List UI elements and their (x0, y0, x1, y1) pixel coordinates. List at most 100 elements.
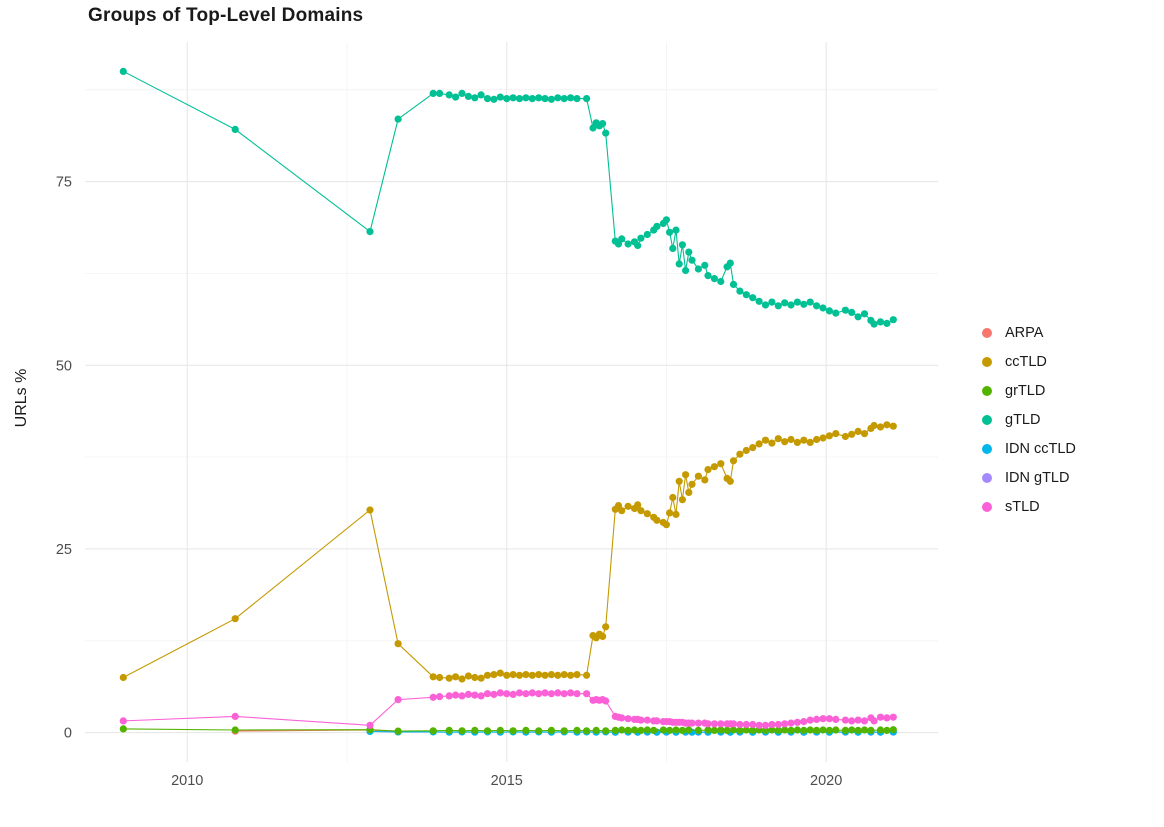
data-point (813, 435, 821, 444)
data-point (535, 94, 543, 102)
data-point (800, 300, 808, 308)
data-point (618, 235, 626, 243)
data-point (611, 726, 619, 735)
data-point (672, 510, 680, 518)
data-point (793, 718, 802, 726)
data-point (535, 727, 543, 735)
data-point (819, 304, 827, 312)
data-point (854, 427, 862, 435)
y-tick-label: 50 (56, 358, 72, 374)
data-point (458, 89, 466, 97)
data-point (503, 95, 511, 103)
y-tick-label: 25 (56, 542, 72, 558)
data-point (876, 423, 885, 431)
data-point (813, 302, 821, 310)
data-point (876, 726, 885, 734)
data-point (889, 713, 897, 721)
data-point (701, 476, 709, 484)
legend: ARPA ccTLD grTLD gTLD IDN ccTLD IDN gTLD… (982, 318, 1076, 521)
data-point (436, 693, 444, 701)
legend-label: IDN ccTLD (1005, 440, 1076, 457)
data-point (231, 726, 239, 734)
data-point (848, 726, 856, 734)
data-point (119, 717, 127, 725)
data-point (471, 726, 479, 735)
data-point (528, 671, 536, 679)
data-point (583, 727, 591, 735)
data-point (742, 291, 750, 299)
data-point (669, 493, 677, 502)
data-point (723, 726, 731, 735)
data-point (860, 310, 869, 318)
data-point (458, 727, 466, 735)
data-point (560, 727, 568, 735)
data-point (717, 726, 725, 734)
y-tick-label: 75 (56, 175, 72, 191)
data-point (710, 275, 719, 283)
data-point (672, 726, 680, 734)
data-point (701, 261, 709, 269)
data-point (464, 672, 472, 680)
data-point (573, 95, 581, 103)
data-point (825, 715, 834, 723)
data-point (666, 228, 674, 236)
data-point (394, 115, 402, 123)
data-point (547, 95, 556, 103)
data-point (726, 259, 734, 267)
data-point (394, 696, 402, 704)
data-point (119, 673, 127, 682)
data-point (688, 256, 696, 264)
data-point (602, 727, 610, 735)
data-point (394, 640, 402, 648)
data-point (854, 726, 862, 735)
data-point (119, 67, 127, 75)
data-point (503, 690, 511, 698)
data-point (755, 721, 763, 729)
y-axis-title: URLs % (13, 368, 30, 428)
data-point (749, 294, 757, 302)
data-point (774, 435, 782, 443)
data-point (515, 95, 524, 103)
data-point (509, 94, 517, 102)
data-point (567, 689, 575, 697)
data-point (710, 720, 719, 728)
data-point (452, 673, 460, 681)
legend-label: grTLD (1005, 382, 1046, 399)
data-point (685, 726, 693, 734)
data-point (761, 301, 770, 309)
data-point (704, 272, 712, 280)
data-point (736, 726, 744, 735)
data-point (841, 432, 850, 441)
data-point (876, 713, 885, 721)
data-point (781, 726, 789, 734)
data-point (749, 726, 757, 735)
data-point (522, 726, 530, 735)
data-point (515, 671, 524, 679)
x-tick-label: 2015 (491, 773, 523, 789)
data-point (749, 444, 757, 452)
data-point (643, 726, 651, 734)
data-point (729, 280, 738, 288)
data-point (755, 440, 763, 448)
legend-item-stld: sTLD (982, 492, 1076, 521)
data-point (452, 93, 460, 101)
data-point (806, 716, 814, 724)
legend-key-dot (982, 385, 992, 396)
data-point (742, 726, 750, 734)
data-point (870, 717, 878, 725)
data-point (774, 302, 782, 310)
data-point (429, 727, 437, 735)
data-point (742, 720, 750, 729)
data-point (560, 95, 568, 103)
data-point (889, 316, 897, 324)
plot-area: 0 25 50 75 2010 2015 2020 (56, 42, 938, 789)
data-point (800, 436, 808, 444)
data-point (445, 91, 453, 99)
legend-label: ARPA (1005, 324, 1044, 341)
data-point (662, 216, 671, 224)
data-point (366, 228, 374, 236)
data-point (535, 690, 543, 698)
data-point (583, 671, 591, 679)
data-point (774, 720, 782, 729)
data-point (618, 726, 626, 734)
